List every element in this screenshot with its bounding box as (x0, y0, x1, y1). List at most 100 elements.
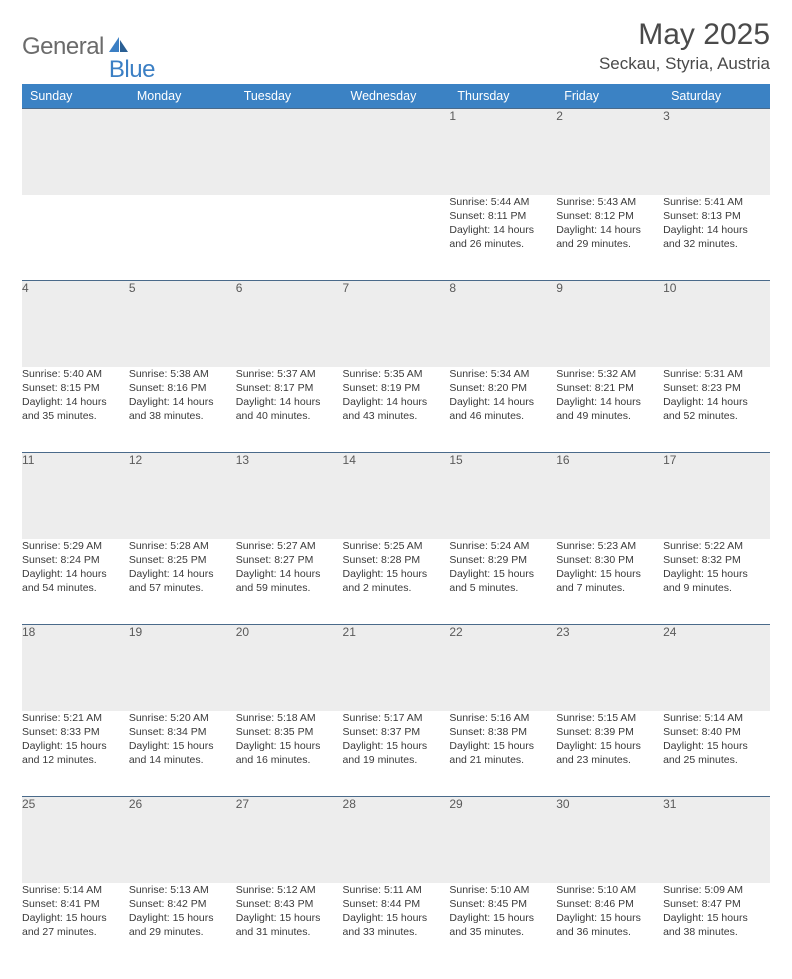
day-content-cell: Sunrise: 5:37 AMSunset: 8:17 PMDaylight:… (236, 367, 343, 453)
day-content-cell: Sunrise: 5:17 AMSunset: 8:37 PMDaylight:… (343, 711, 450, 797)
calendar-table: Sunday Monday Tuesday Wednesday Thursday… (22, 84, 770, 969)
sunrise-text: Sunrise: 5:24 AM (449, 539, 556, 553)
day-number-cell: 14 (343, 453, 450, 539)
daylight-text-line2: and 29 minutes. (129, 925, 236, 939)
daylight-text-line1: Daylight: 14 hours (449, 395, 556, 409)
daylight-text-line1: Daylight: 14 hours (663, 395, 770, 409)
daylight-text-line2: and 35 minutes. (449, 925, 556, 939)
day-content-row: Sunrise: 5:14 AMSunset: 8:41 PMDaylight:… (22, 883, 770, 969)
daylight-text-line1: Daylight: 15 hours (129, 911, 236, 925)
weekday-header: Friday (556, 84, 663, 109)
day-number-cell: 26 (129, 797, 236, 883)
calendar-page: General Blue May 2025 Seckau, Styria, Au… (0, 0, 792, 979)
daylight-text-line2: and 2 minutes. (343, 581, 450, 595)
day-number-row: 11121314151617 (22, 453, 770, 539)
day-content-cell: Sunrise: 5:43 AMSunset: 8:12 PMDaylight:… (556, 195, 663, 281)
sunrise-text: Sunrise: 5:18 AM (236, 711, 343, 725)
day-content-cell (236, 195, 343, 281)
daylight-text-line2: and 38 minutes. (129, 409, 236, 423)
day-content-cell (22, 195, 129, 281)
daylight-text-line2: and 33 minutes. (343, 925, 450, 939)
sunset-text: Sunset: 8:40 PM (663, 725, 770, 739)
daylight-text-line1: Daylight: 15 hours (449, 567, 556, 581)
sunset-text: Sunset: 8:41 PM (22, 897, 129, 911)
day-content-cell: Sunrise: 5:31 AMSunset: 8:23 PMDaylight:… (663, 367, 770, 453)
daylight-text-line1: Daylight: 14 hours (22, 567, 129, 581)
day-number-cell: 29 (449, 797, 556, 883)
day-number-cell (343, 109, 450, 195)
sunset-text: Sunset: 8:15 PM (22, 381, 129, 395)
daylight-text-line1: Daylight: 15 hours (343, 739, 450, 753)
daylight-text-line2: and 25 minutes. (663, 753, 770, 767)
daylight-text-line1: Daylight: 15 hours (343, 567, 450, 581)
daylight-text-line1: Daylight: 15 hours (22, 739, 129, 753)
daylight-text-line2: and 43 minutes. (343, 409, 450, 423)
day-content-cell: Sunrise: 5:18 AMSunset: 8:35 PMDaylight:… (236, 711, 343, 797)
daylight-text-line2: and 9 minutes. (663, 581, 770, 595)
day-content-cell: Sunrise: 5:11 AMSunset: 8:44 PMDaylight:… (343, 883, 450, 969)
title-block: May 2025 Seckau, Styria, Austria (599, 18, 770, 74)
day-content-cell: Sunrise: 5:15 AMSunset: 8:39 PMDaylight:… (556, 711, 663, 797)
sunrise-text: Sunrise: 5:16 AM (449, 711, 556, 725)
day-number-cell: 4 (22, 281, 129, 367)
day-content-cell: Sunrise: 5:12 AMSunset: 8:43 PMDaylight:… (236, 883, 343, 969)
weekday-header: Monday (129, 84, 236, 109)
day-number-cell: 8 (449, 281, 556, 367)
sunrise-text: Sunrise: 5:09 AM (663, 883, 770, 897)
daylight-text-line2: and 46 minutes. (449, 409, 556, 423)
day-number-cell: 18 (22, 625, 129, 711)
day-content-cell: Sunrise: 5:34 AMSunset: 8:20 PMDaylight:… (449, 367, 556, 453)
daylight-text-line1: Daylight: 14 hours (556, 223, 663, 237)
day-number-cell: 21 (343, 625, 450, 711)
day-content-cell: Sunrise: 5:41 AMSunset: 8:13 PMDaylight:… (663, 195, 770, 281)
day-number-cell: 17 (663, 453, 770, 539)
day-number-cell: 9 (556, 281, 663, 367)
day-content-row: Sunrise: 5:44 AMSunset: 8:11 PMDaylight:… (22, 195, 770, 281)
sunrise-text: Sunrise: 5:21 AM (22, 711, 129, 725)
day-content-cell (129, 195, 236, 281)
daylight-text-line2: and 32 minutes. (663, 237, 770, 251)
sunset-text: Sunset: 8:33 PM (22, 725, 129, 739)
weekday-header: Tuesday (236, 84, 343, 109)
sunrise-text: Sunrise: 5:37 AM (236, 367, 343, 381)
sunset-text: Sunset: 8:20 PM (449, 381, 556, 395)
day-number-row: 123 (22, 109, 770, 195)
daylight-text-line2: and 14 minutes. (129, 753, 236, 767)
daylight-text-line2: and 57 minutes. (129, 581, 236, 595)
weekday-header: Wednesday (343, 84, 450, 109)
sunrise-text: Sunrise: 5:44 AM (449, 195, 556, 209)
day-number-cell: 12 (129, 453, 236, 539)
daylight-text-line1: Daylight: 15 hours (343, 911, 450, 925)
sunrise-text: Sunrise: 5:27 AM (236, 539, 343, 553)
daylight-text-line2: and 59 minutes. (236, 581, 343, 595)
sunrise-text: Sunrise: 5:31 AM (663, 367, 770, 381)
sunset-text: Sunset: 8:24 PM (22, 553, 129, 567)
day-number-row: 25262728293031 (22, 797, 770, 883)
daylight-text-line1: Daylight: 14 hours (556, 395, 663, 409)
day-content-row: Sunrise: 5:40 AMSunset: 8:15 PMDaylight:… (22, 367, 770, 453)
logo-text-blue: Blue (109, 56, 155, 84)
daylight-text-line2: and 40 minutes. (236, 409, 343, 423)
day-number-row: 45678910 (22, 281, 770, 367)
daylight-text-line1: Daylight: 15 hours (22, 911, 129, 925)
logo: General Blue (22, 22, 155, 72)
sunset-text: Sunset: 8:38 PM (449, 725, 556, 739)
day-content-cell: Sunrise: 5:44 AMSunset: 8:11 PMDaylight:… (449, 195, 556, 281)
page-header: General Blue May 2025 Seckau, Styria, Au… (22, 18, 770, 74)
daylight-text-line1: Daylight: 15 hours (556, 911, 663, 925)
day-number-cell (22, 109, 129, 195)
daylight-text-line1: Daylight: 14 hours (236, 395, 343, 409)
day-number-cell (129, 109, 236, 195)
sunrise-text: Sunrise: 5:22 AM (663, 539, 770, 553)
daylight-text-line2: and 16 minutes. (236, 753, 343, 767)
day-number-cell: 7 (343, 281, 450, 367)
daylight-text-line1: Daylight: 14 hours (22, 395, 129, 409)
daylight-text-line1: Daylight: 14 hours (449, 223, 556, 237)
day-number-cell: 1 (449, 109, 556, 195)
day-number-cell: 15 (449, 453, 556, 539)
daylight-text-line1: Daylight: 15 hours (236, 911, 343, 925)
sunset-text: Sunset: 8:34 PM (129, 725, 236, 739)
day-number-cell: 30 (556, 797, 663, 883)
weekday-header: Saturday (663, 84, 770, 109)
sunset-text: Sunset: 8:43 PM (236, 897, 343, 911)
